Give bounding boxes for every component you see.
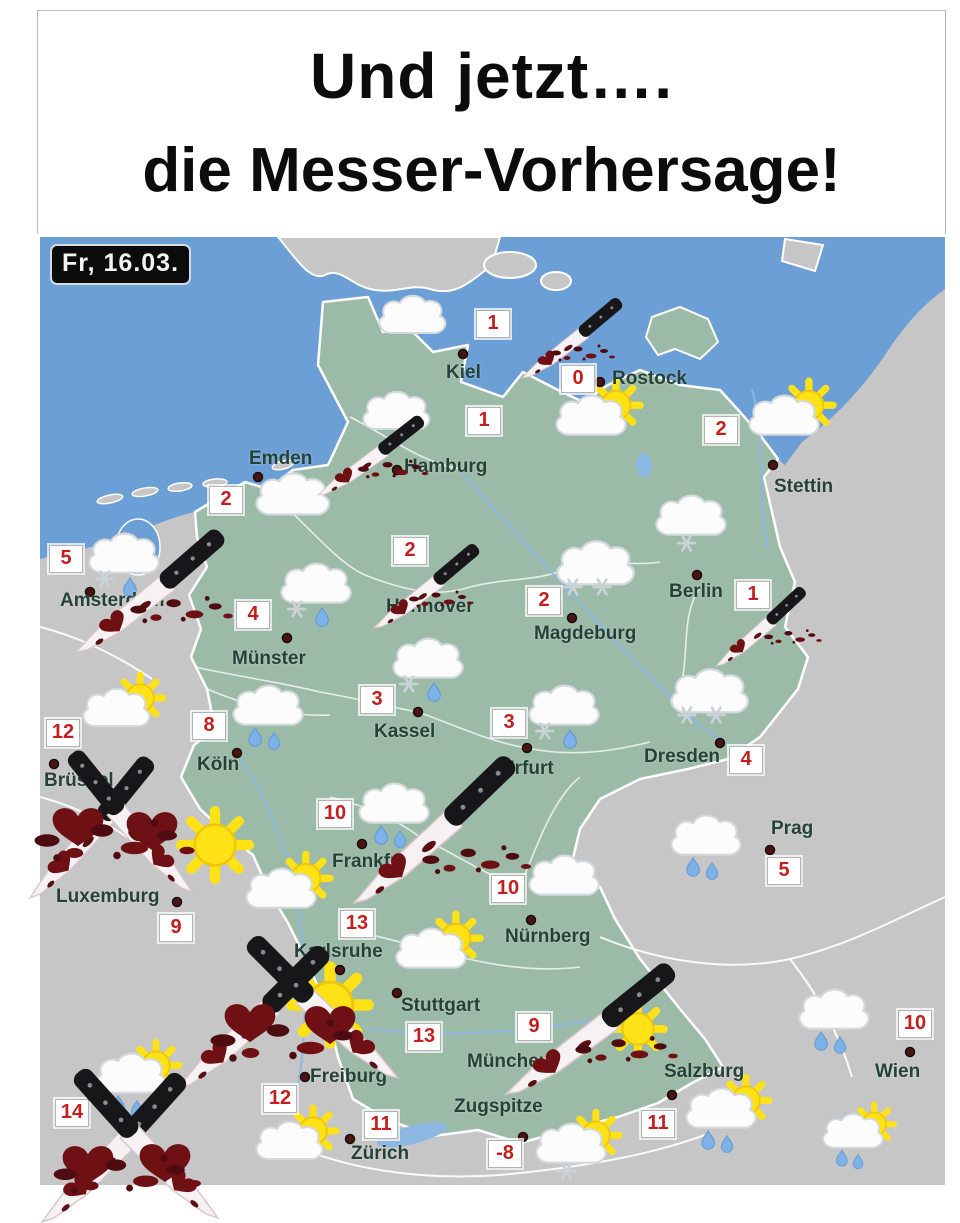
denmark-land (276, 237, 502, 293)
title-line-2: die Messer-Vorhersage! (142, 136, 841, 205)
sea (40, 237, 945, 559)
island (483, 251, 537, 279)
island (540, 271, 572, 291)
lake-bodensee (377, 1122, 447, 1148)
sun-icon (612, 1003, 664, 1055)
date-label: Fr, 16.03. (50, 244, 192, 285)
frisian-islands (96, 459, 295, 505)
island-ruegen (644, 305, 720, 361)
sun-icon (181, 811, 249, 879)
title-banner: Und jetzt…. die Messer-Vorhersage! (37, 10, 946, 234)
island-bornholm (780, 237, 825, 273)
lake-mueritz (636, 453, 652, 477)
weather-map (40, 237, 945, 1185)
title-line-1: Und jetzt…. (310, 40, 673, 112)
sun-icon (292, 967, 368, 1043)
